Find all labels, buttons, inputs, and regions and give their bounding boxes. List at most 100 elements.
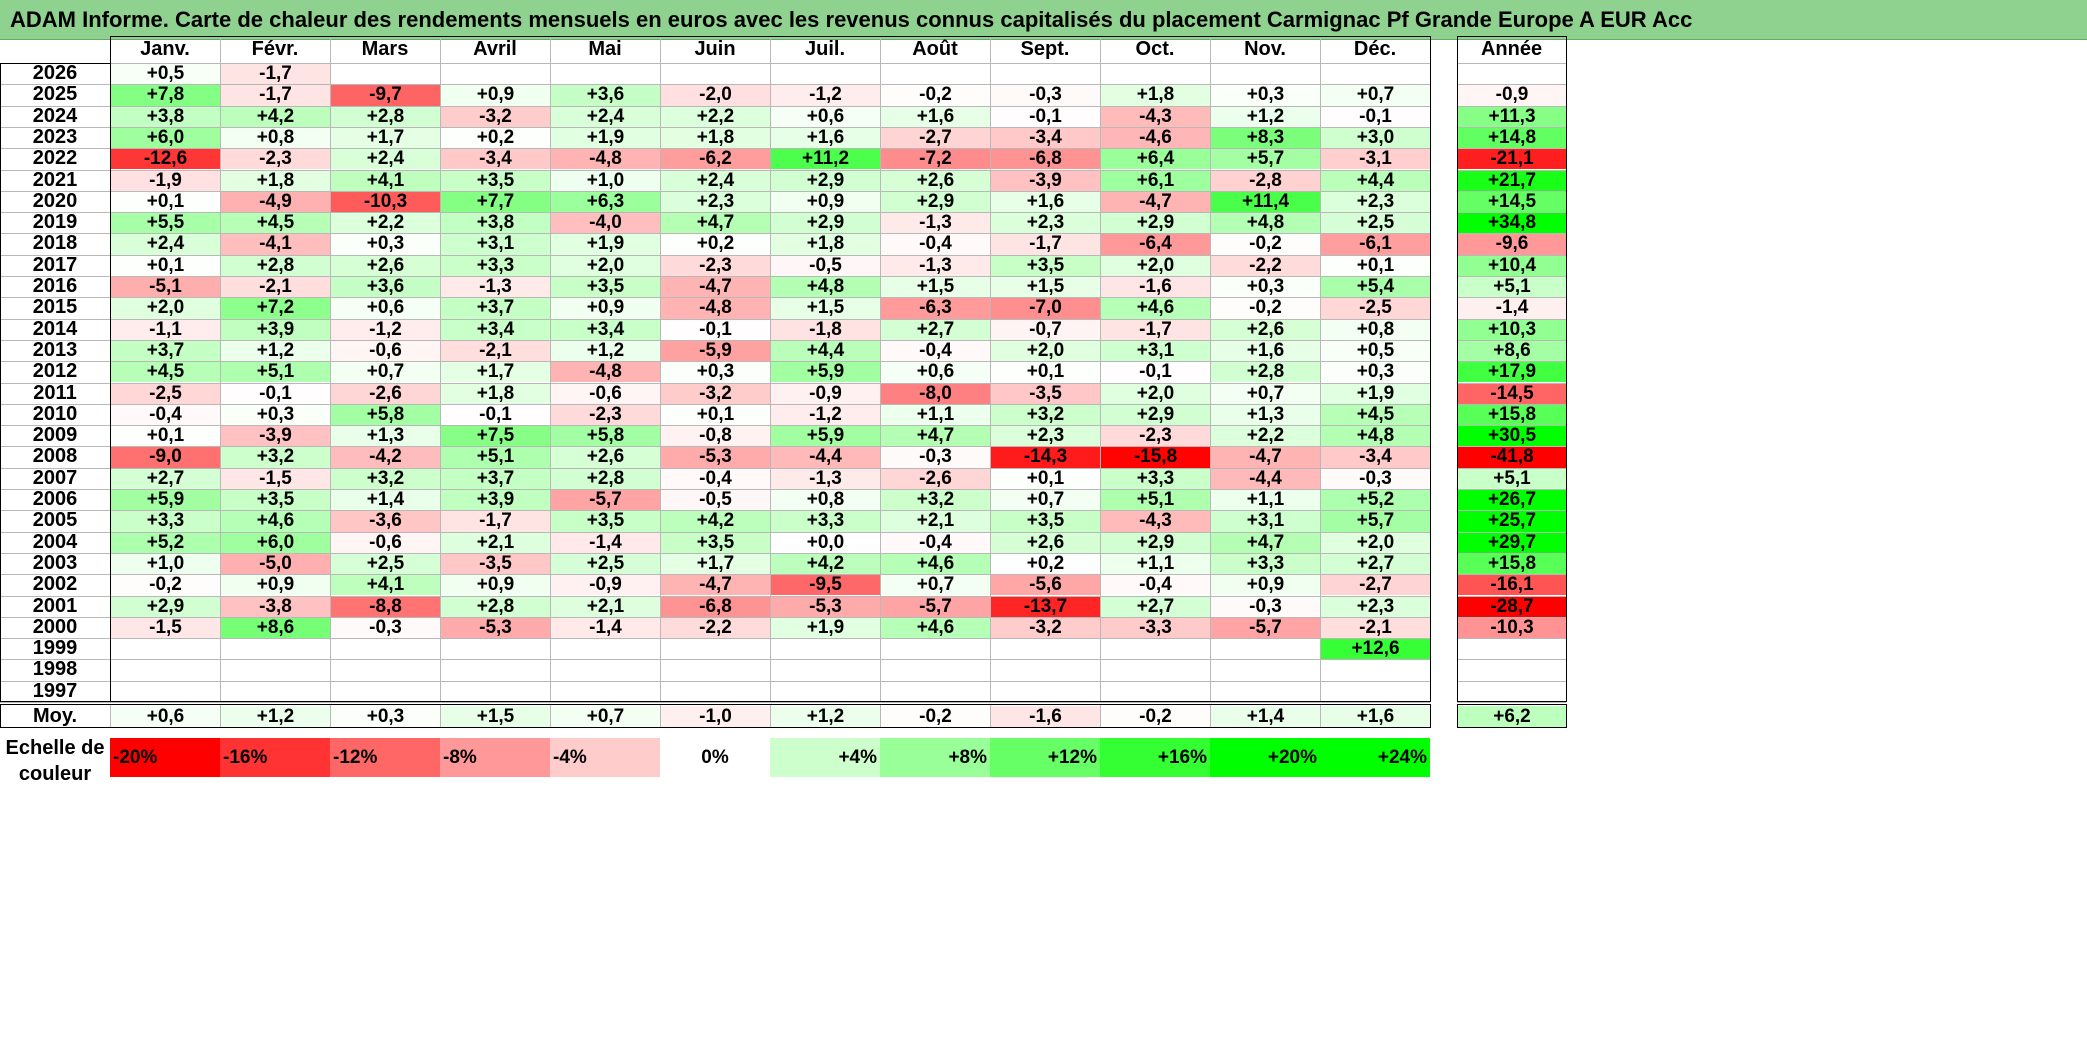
heatmap-cell: +4,8	[1211, 213, 1320, 234]
month-header: Janv.	[140, 38, 190, 60]
heatmap-cell: -2,8	[1211, 170, 1320, 191]
heatmap-cell: -0,3	[991, 85, 1100, 106]
heatmap-cell: -8,8	[331, 596, 440, 617]
heatmap-cell: -1,3	[771, 468, 880, 489]
heatmap-cell: -3,4	[1321, 447, 1430, 468]
heatmap-cell: +1,5	[881, 277, 990, 298]
heatmap-cell: -4,7	[1101, 191, 1210, 213]
heatmap-cell: +5,9	[111, 490, 220, 511]
heatmap-cell: +2,2	[1211, 426, 1320, 447]
heatmap-cell: -1,2	[771, 404, 880, 426]
year-label: 2012	[32, 360, 78, 383]
heatmap-cell: -1,7	[991, 234, 1100, 255]
annual-cell: +21,7	[1458, 170, 1566, 191]
average-cell: +0,3	[331, 706, 440, 727]
annual-cell: -16,1	[1458, 575, 1566, 596]
heatmap-cell: -8,0	[881, 383, 990, 404]
year-label: 2010	[32, 402, 78, 425]
average-cell: +0,7	[551, 706, 660, 727]
heatmap-cell	[991, 660, 1100, 681]
heatmap-cell: -3,9	[221, 426, 330, 447]
heatmap-cell	[111, 681, 220, 702]
heatmap-cell: +2,4	[551, 106, 660, 127]
heatmap-cell: +0,6	[771, 106, 880, 127]
heatmap-cell: -4,0	[551, 213, 660, 234]
heatmap-cell: +1,2	[551, 340, 660, 362]
color-scale-swatch: +16%	[1100, 738, 1210, 777]
average-cell: +1,6	[1321, 706, 1430, 727]
grid-line	[1457, 276, 1566, 277]
grid-line	[1457, 361, 1566, 363]
heatmap-cell: -7,2	[881, 149, 990, 170]
heatmap-cell: +1,9	[551, 127, 660, 149]
heatmap-cell: +0,3	[1211, 85, 1320, 106]
heatmap-cell: +0,7	[1211, 383, 1320, 404]
heatmap-cell: +2,0	[1321, 532, 1430, 553]
heatmap-cell: -13,7	[991, 596, 1100, 617]
heatmap-cell: -1,9	[111, 170, 220, 191]
month-header: Mars	[361, 38, 409, 60]
heatmap-cell: +4,1	[331, 575, 440, 596]
heatmap-cell: +0,9	[221, 575, 330, 596]
heatmap-cell: +2,2	[661, 106, 770, 127]
heatmap-cell: -0,4	[881, 532, 990, 553]
heatmap-cell: +1,3	[1211, 404, 1320, 426]
heatmap-cell: +2,6	[1211, 319, 1320, 340]
year-label: 2011	[33, 381, 77, 404]
year-label: 2023	[32, 125, 78, 148]
heatmap-cell: +1,7	[441, 362, 550, 383]
average-cell: +1,5	[441, 706, 550, 727]
heatmap-cell: -1,6	[1101, 277, 1210, 298]
heatmap-cell: +2,7	[111, 468, 220, 489]
color-scale-label-line1: Echelle de	[5, 737, 105, 759]
grid-line	[1457, 595, 1566, 597]
heatmap-cell: +4,2	[661, 511, 770, 532]
heatmap-cell: +2,0	[991, 340, 1100, 362]
heatmap-cell: +0,1	[991, 362, 1100, 383]
heatmap-cell: +2,3	[991, 213, 1100, 234]
heatmap-cell: +6,3	[551, 191, 660, 213]
grid-line	[1457, 148, 1566, 150]
annual-cell: -10,3	[1458, 617, 1566, 639]
grid-line	[1457, 126, 1566, 128]
heatmap-cell: -0,5	[661, 490, 770, 511]
heatmap-cell: -0,4	[661, 468, 770, 489]
grid-line	[1457, 297, 1566, 299]
heatmap-cell	[1321, 660, 1430, 681]
heatmap-cell: +1,8	[661, 127, 770, 149]
grid-line	[1457, 489, 1566, 490]
grid-line	[770, 705, 771, 727]
heatmap-cell: +3,3	[771, 511, 880, 532]
heatmap-cell: -3,4	[441, 149, 550, 170]
heatmap-cell: +1,1	[881, 404, 990, 426]
year-label: 2020	[32, 189, 78, 212]
heatmap-cell: +3,1	[441, 234, 550, 255]
heatmap-cell: +1,7	[661, 553, 770, 575]
heatmap-cell: +5,7	[1321, 511, 1430, 532]
heatmap-cell: +2,0	[111, 298, 220, 319]
annual-cell: +15,8	[1458, 553, 1566, 575]
heatmap-cell	[771, 64, 880, 85]
color-scale-swatch: 0%	[660, 738, 770, 777]
year-label: 2015	[32, 296, 78, 319]
heatmap-cell: +0,3	[1321, 362, 1430, 383]
heatmap-cell: +2,5	[331, 553, 440, 575]
grid-line	[1457, 467, 1566, 469]
heatmap-cell: +2,8	[441, 596, 550, 617]
heatmap-cell: +2,7	[1321, 553, 1430, 575]
heatmap-cell: -2,2	[661, 617, 770, 639]
year-label: 2017	[32, 253, 78, 276]
year-label: 1997	[32, 679, 78, 702]
heatmap-cell	[1101, 681, 1210, 702]
heatmap-cell	[1101, 64, 1210, 85]
heatmap-cell: -5,7	[881, 596, 990, 617]
heatmap-cell: -2,3	[1101, 426, 1210, 447]
heatmap-cell: +2,6	[551, 447, 660, 468]
heatmap-cell: -1,2	[771, 85, 880, 106]
heatmap-cell: -4,7	[661, 277, 770, 298]
heatmap-cell: -4,3	[1101, 106, 1210, 127]
grid-line	[0, 276, 1430, 277]
heatmap-cell: -0,1	[441, 404, 550, 426]
heatmap-cell: +1,3	[331, 426, 440, 447]
heatmap-cell: -5,3	[661, 447, 770, 468]
